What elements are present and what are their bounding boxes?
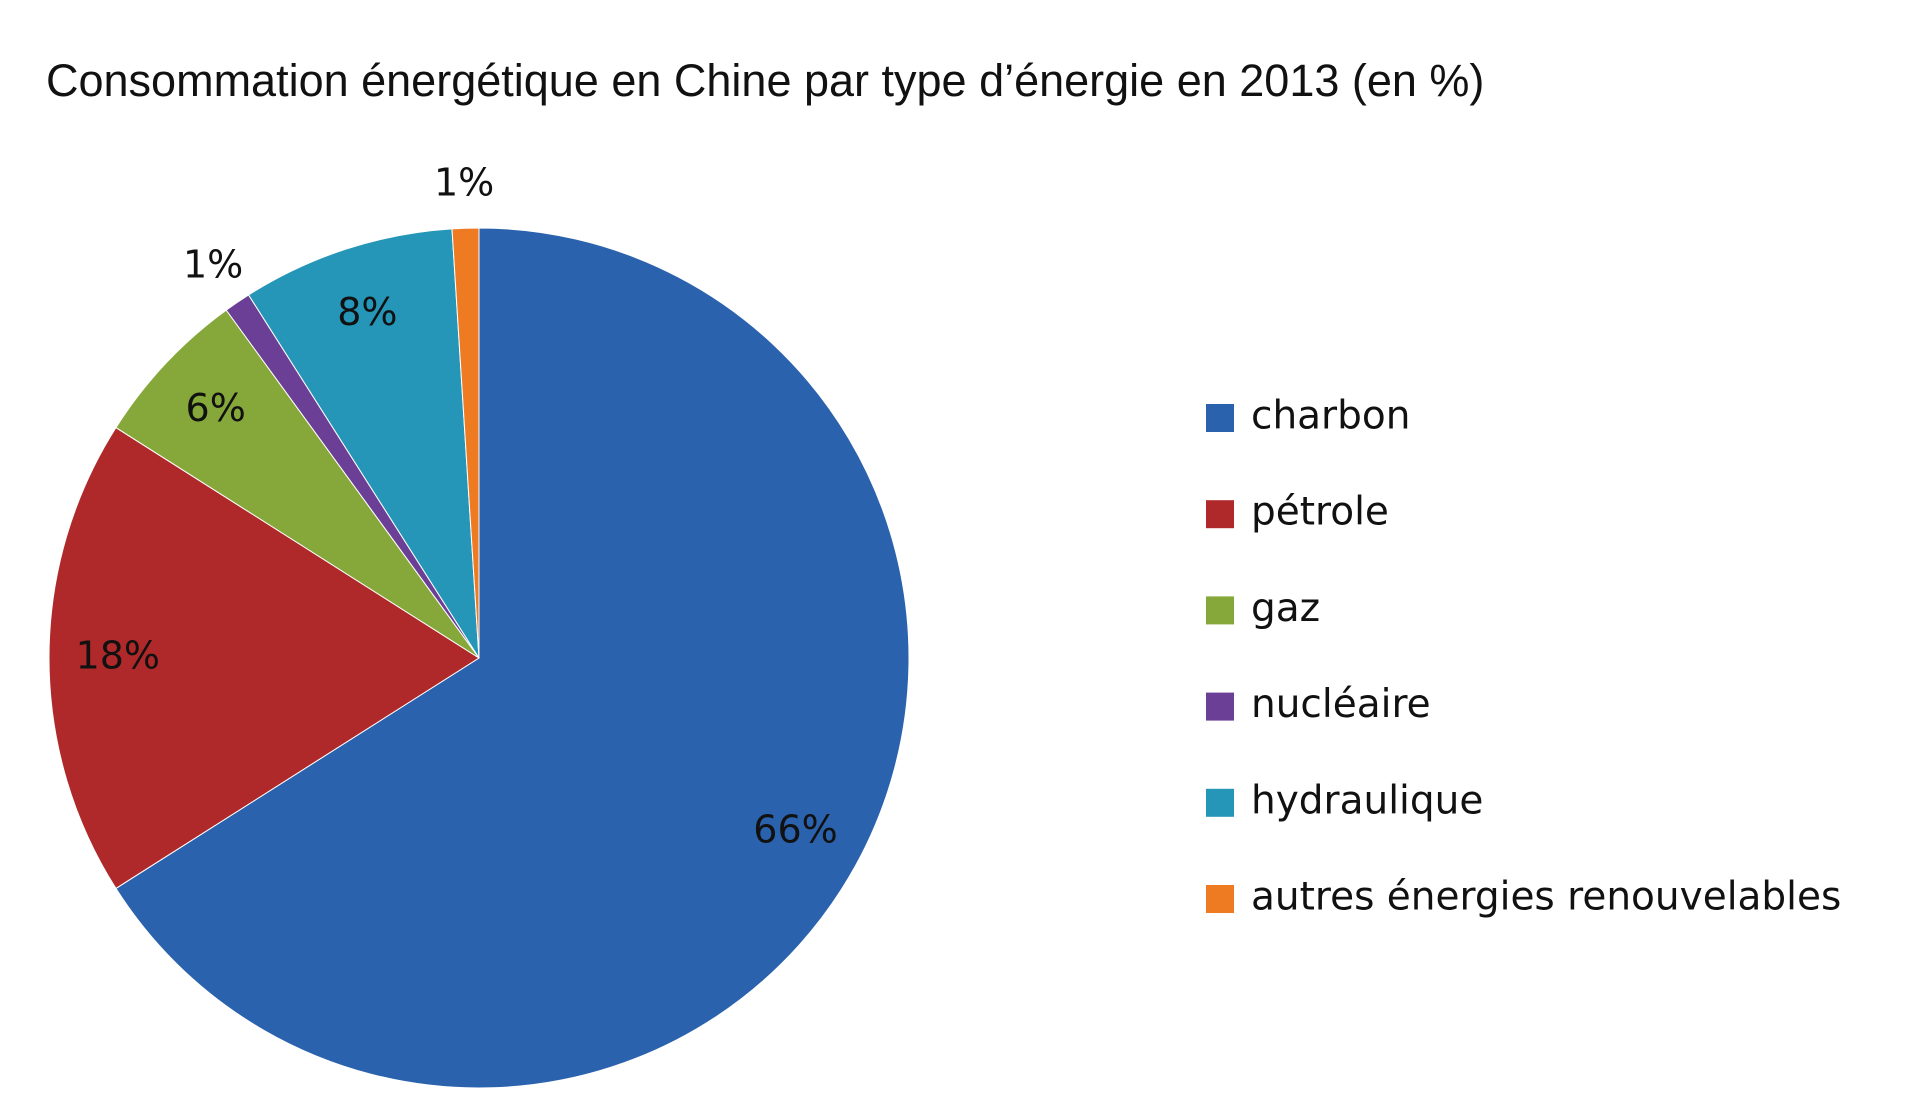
pie-slice (115, 309, 480, 659)
pie-slice (451, 227, 480, 659)
legend-swatch (1206, 692, 1234, 721)
legend-label: charbon (1251, 394, 1410, 439)
data-label: 1% (434, 161, 494, 205)
data-label: 1% (183, 242, 243, 286)
data-label: 8% (337, 290, 397, 334)
legend-swatch (1206, 500, 1234, 529)
data-label: 66% (753, 808, 837, 852)
data-label: 18% (76, 634, 160, 678)
legend-swatch (1206, 596, 1234, 625)
legend-label: gaz (1251, 586, 1320, 631)
legend-label: hydraulique (1251, 778, 1483, 823)
chart-title: Consommation énergétique en Chine par ty… (46, 55, 1484, 106)
data-label: 6% (186, 386, 246, 430)
legend-label: nucléaire (1251, 682, 1431, 727)
legend-label: autres énergies renouvelables (1251, 875, 1841, 920)
legend-label: pétrole (1251, 490, 1389, 535)
pie-slice (115, 227, 910, 1089)
legend-swatch (1206, 404, 1234, 432)
legend-swatch (1206, 788, 1234, 817)
pie-slice (48, 426, 480, 890)
pie-slice (247, 228, 480, 659)
legend-swatch (1206, 885, 1234, 913)
